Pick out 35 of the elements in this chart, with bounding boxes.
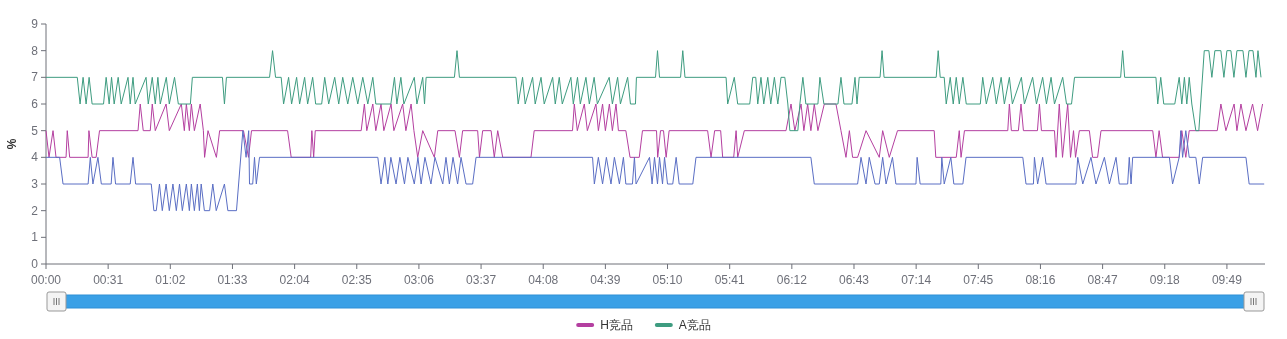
x-tick-label: 08:47 <box>1087 273 1118 287</box>
x-tick-label: 04:39 <box>590 273 621 287</box>
y-tick-label: 1 <box>31 230 39 245</box>
y-axis-title: % <box>5 138 19 150</box>
x-tick-label: 03:37 <box>466 273 497 287</box>
x-tick-label: 02:04 <box>279 273 310 287</box>
y-tick-label: 4 <box>31 150 39 165</box>
y-tick-label: 0 <box>31 257 39 271</box>
x-tick-label: 04:08 <box>528 273 559 287</box>
y-tick-label: 6 <box>31 97 39 111</box>
x-tick-label: 01:33 <box>217 273 248 287</box>
x-tick-label: 07:14 <box>901 273 932 287</box>
x-tick-label: 00:00 <box>30 273 62 287</box>
x-tick-label: 05:41 <box>714 273 746 287</box>
y-tick-label: 5 <box>31 123 39 138</box>
legend-label: H竞品 <box>600 318 633 332</box>
x-tick-label: 06:43 <box>838 273 870 287</box>
x-tick-label: 05:10 <box>652 273 683 287</box>
line-series <box>45 130 1265 212</box>
x-tick-label: 09:49 <box>1211 273 1243 287</box>
x-tick-label: 07:45 <box>963 273 994 287</box>
x-tick-label: 06:12 <box>776 273 808 287</box>
x-tick-label: 03:06 <box>403 273 435 287</box>
x-tick-label: 00:31 <box>93 273 124 287</box>
x-tick-label: 02:35 <box>341 273 373 287</box>
y-tick-label: 3 <box>31 177 39 191</box>
x-tick-label: 08:16 <box>1025 273 1056 287</box>
y-tick-label: 7 <box>31 70 39 85</box>
x-tick-label: 01:02 <box>155 273 186 287</box>
y-tick-label: 2 <box>31 203 39 218</box>
y-tick-label: 8 <box>31 43 39 58</box>
line-series <box>45 50 1262 132</box>
y-tick-label: 9 <box>31 17 39 31</box>
x-tick-label: 09:18 <box>1149 273 1181 287</box>
legend-label: A竞品 <box>678 318 711 332</box>
